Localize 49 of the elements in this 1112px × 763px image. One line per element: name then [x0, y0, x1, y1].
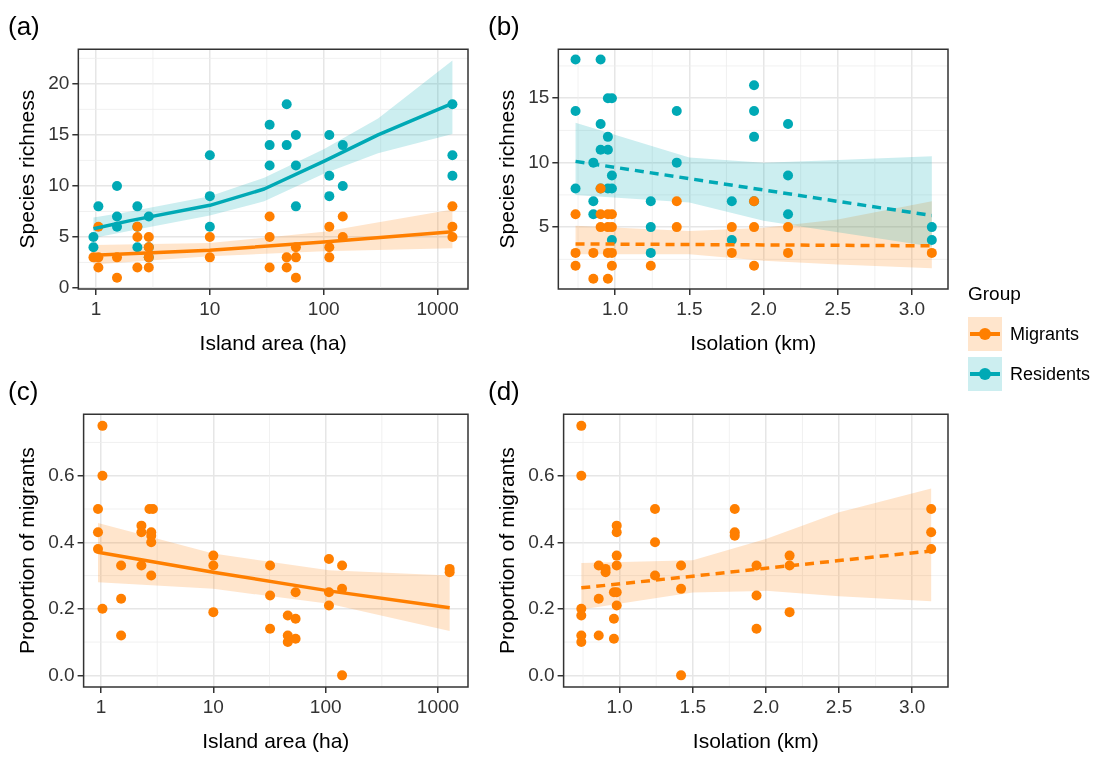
- chart-title: (d): [488, 375, 520, 406]
- x-tick-label: 10: [199, 297, 221, 319]
- chart-title: (c): [8, 375, 39, 406]
- y-tick-label: 15: [528, 86, 550, 108]
- y-tick-label: 0.6: [48, 463, 75, 485]
- x-tick-label: 3.0: [898, 695, 926, 717]
- chart-title: (b): [488, 10, 520, 41]
- x-tick-label: 1000: [416, 695, 460, 717]
- x-tick-label: 1: [90, 297, 102, 319]
- y-tick-label: 0.6: [528, 463, 555, 485]
- y-tick-label: 0.0: [48, 663, 75, 685]
- y-tick-label: 15: [48, 123, 70, 145]
- y-tick-label: 0.2: [528, 597, 555, 619]
- y-tick-label: 0.2: [48, 597, 75, 619]
- y-axis-title: Species richness: [15, 89, 39, 249]
- y-tick-label: 10: [528, 150, 550, 172]
- y-tick-label: 20: [48, 72, 70, 94]
- x-tick-label: 1.5: [676, 297, 703, 319]
- chart-title: (a): [8, 10, 40, 41]
- x-tick-label: 2.5: [824, 297, 851, 319]
- x-axis-title: Island area (ha): [202, 729, 350, 753]
- x-tick-label: 10: [202, 695, 224, 717]
- y-axis-title: Proportion of migrants: [15, 447, 39, 654]
- legend-label: Residents: [1010, 363, 1091, 385]
- y-tick-label: 0.4: [48, 530, 76, 552]
- y-tick-label: 0.4: [528, 530, 556, 552]
- y-axis-title: Species richness: [495, 89, 519, 249]
- x-axis-title: Island area (ha): [199, 331, 347, 355]
- x-tick-label: 1.5: [679, 695, 706, 717]
- y-axis-title: Proportion of migrants: [495, 447, 519, 654]
- x-axis-title: Isolation (km): [692, 729, 819, 753]
- x-tick-label: 100: [309, 695, 342, 717]
- legend-title: Group: [968, 283, 1022, 305]
- y-tick-label: 0.0: [528, 663, 555, 685]
- y-tick-label: 5: [538, 215, 550, 237]
- y-tick-label: 5: [58, 225, 70, 247]
- x-tick-label: 1: [95, 695, 107, 717]
- x-tick-label: 1.0: [606, 695, 633, 717]
- x-axis-title: Isolation (km): [690, 331, 817, 355]
- y-tick-label: 0: [58, 276, 70, 298]
- legend-label: Migrants: [1010, 323, 1080, 345]
- x-tick-label: 2.0: [750, 297, 777, 319]
- x-tick-label: 3.0: [898, 297, 926, 319]
- x-tick-label: 1000: [416, 297, 459, 319]
- y-tick-label: 10: [48, 174, 70, 196]
- x-tick-label: 100: [307, 297, 340, 319]
- x-tick-label: 2.0: [752, 695, 780, 717]
- x-tick-label: 2.5: [825, 695, 853, 717]
- x-tick-label: 1.0: [601, 297, 629, 319]
